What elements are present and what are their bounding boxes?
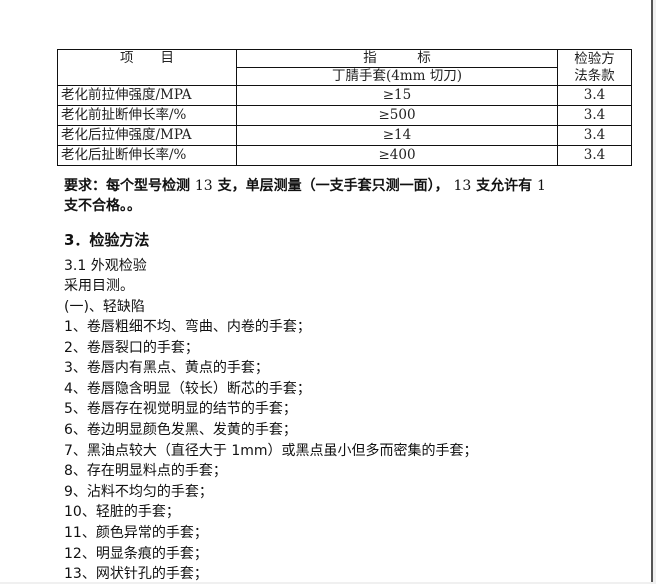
- list-item: 4、卷唇隐含明显（较长）断芯的手套；: [64, 380, 311, 397]
- section-heading: 3．检验方法: [64, 231, 150, 249]
- table-row: 老化后拉伸强度/MPA ≥14 3.4: [57, 125, 632, 146]
- requirement-text-line2: 支不合格。。: [64, 198, 141, 214]
- table-row: 老化前扯断伸长率/% ≥500 3.4: [57, 105, 632, 126]
- list-item: 8、存在明显料点的手套；: [64, 463, 227, 480]
- list-item: 9、沾料不均匀的手套；: [64, 483, 213, 500]
- header-index: 指 标: [236, 49, 558, 68]
- header-index-sub: 丁腈手套(4mm 切刀): [236, 67, 558, 86]
- list-item: 12、明显条痕的手套；: [64, 545, 208, 562]
- method-text: 采用目测。: [64, 278, 134, 294]
- table-row: 老化前拉伸强度/MPA ≥15 3.4: [57, 85, 632, 106]
- list-item: 7、黑油点较大（直径大于 1mm）或黑点虽小但多而密集的手套；: [64, 442, 478, 459]
- list-item: 6、卷边明显颜色发黑、发黄的手套；: [64, 422, 297, 438]
- header-method: 检验方 法条款: [557, 49, 632, 86]
- list-item: 11、颜色异常的手套；: [64, 525, 208, 541]
- category-heading: (一)、轻缺陷: [64, 299, 145, 315]
- header-item: 项 目: [57, 49, 237, 86]
- subsection-heading: 3.1 外观检验: [64, 258, 147, 274]
- spec-table: 项 目 指 标 检验方 法条款 丁腈手套(4mm 切刀) 老化前拉伸强度/MPA ≥…: [57, 49, 632, 166]
- list-item: 1、卷唇粗细不均、弯曲、内卷的手套；: [64, 319, 311, 335]
- list-item: 10、轻脏的手套；: [64, 504, 180, 521]
- list-item: 2、卷唇裂口的手套；: [64, 339, 199, 356]
- list-item: 13、网状针孔的手套；: [64, 566, 208, 583]
- requirement-text: 要求：每个型号检测 13 支，单层测量（一支手套只测一面）， 13 支允许有 1: [64, 178, 546, 194]
- table-row: 老化后扯断伸长率/% ≥400 3.4: [57, 145, 632, 166]
- list-item: 5、卷唇存在视觉明显的结节的手套；: [64, 401, 297, 418]
- list-item: 3、卷唇内有黑点、黄点的手套；: [64, 360, 269, 377]
